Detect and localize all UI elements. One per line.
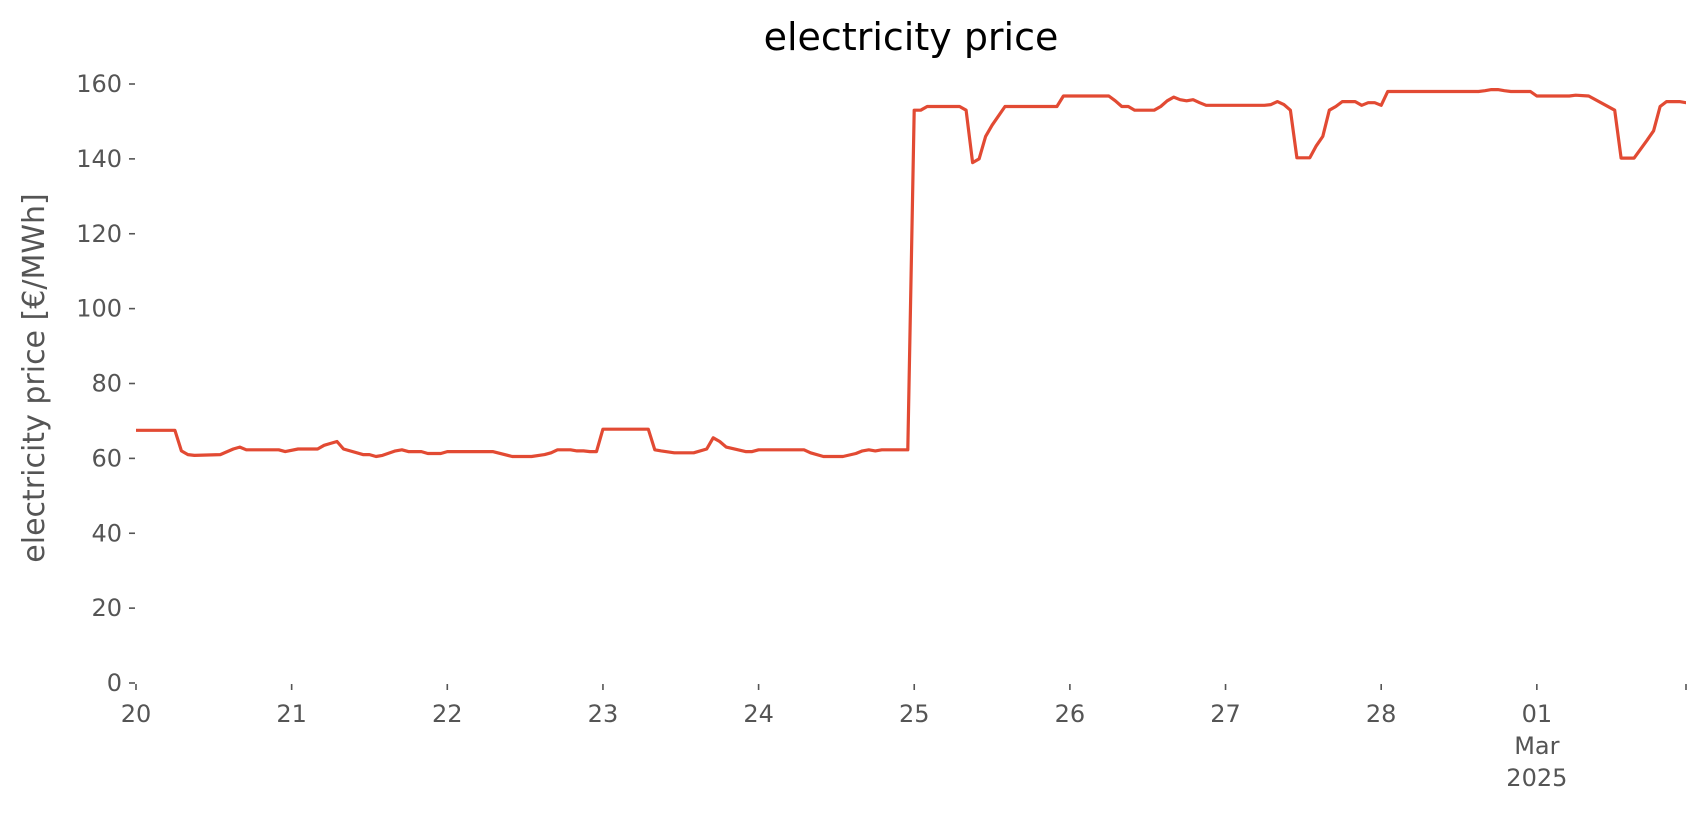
- x-tick-label: 28: [1366, 700, 1397, 728]
- y-tick-label: 80: [91, 370, 122, 398]
- x-tick-label: 27: [1210, 700, 1241, 728]
- x-tick-label: 20: [121, 700, 152, 728]
- x-axis: 20 21 22 23 24 25 26 27 28 01 Mar 2025: [121, 684, 1687, 792]
- x-tick-label: 2025: [1506, 764, 1567, 792]
- y-tick-label: 140: [76, 145, 122, 173]
- x-tick-label: 23: [588, 700, 619, 728]
- x-tick-label: 24: [743, 700, 774, 728]
- x-tick-label: 26: [1055, 700, 1086, 728]
- y-tick-label: 60: [91, 444, 122, 472]
- x-tick-label: Mar: [1514, 732, 1559, 760]
- x-tick-label: 25: [899, 700, 930, 728]
- x-tick-label: 01: [1522, 700, 1553, 728]
- y-tick-label: 20: [91, 594, 122, 622]
- y-tick-label: 160: [76, 70, 122, 98]
- y-axis: 0 20 40 60 80 100 120 140 160: [76, 70, 135, 697]
- series-layer: [136, 88, 1686, 459]
- chart-title: electricity price: [764, 15, 1059, 59]
- y-tick-label: 40: [91, 519, 122, 547]
- x-tick-label: 22: [432, 700, 463, 728]
- x-tick-label: 21: [276, 700, 307, 728]
- y-axis-label: electricity price [€/MWh]: [17, 193, 52, 562]
- series-line-0: [136, 88, 1686, 459]
- y-tick-label: 0: [107, 669, 122, 697]
- y-tick-label: 120: [76, 220, 122, 248]
- y-tick-label: 100: [76, 295, 122, 323]
